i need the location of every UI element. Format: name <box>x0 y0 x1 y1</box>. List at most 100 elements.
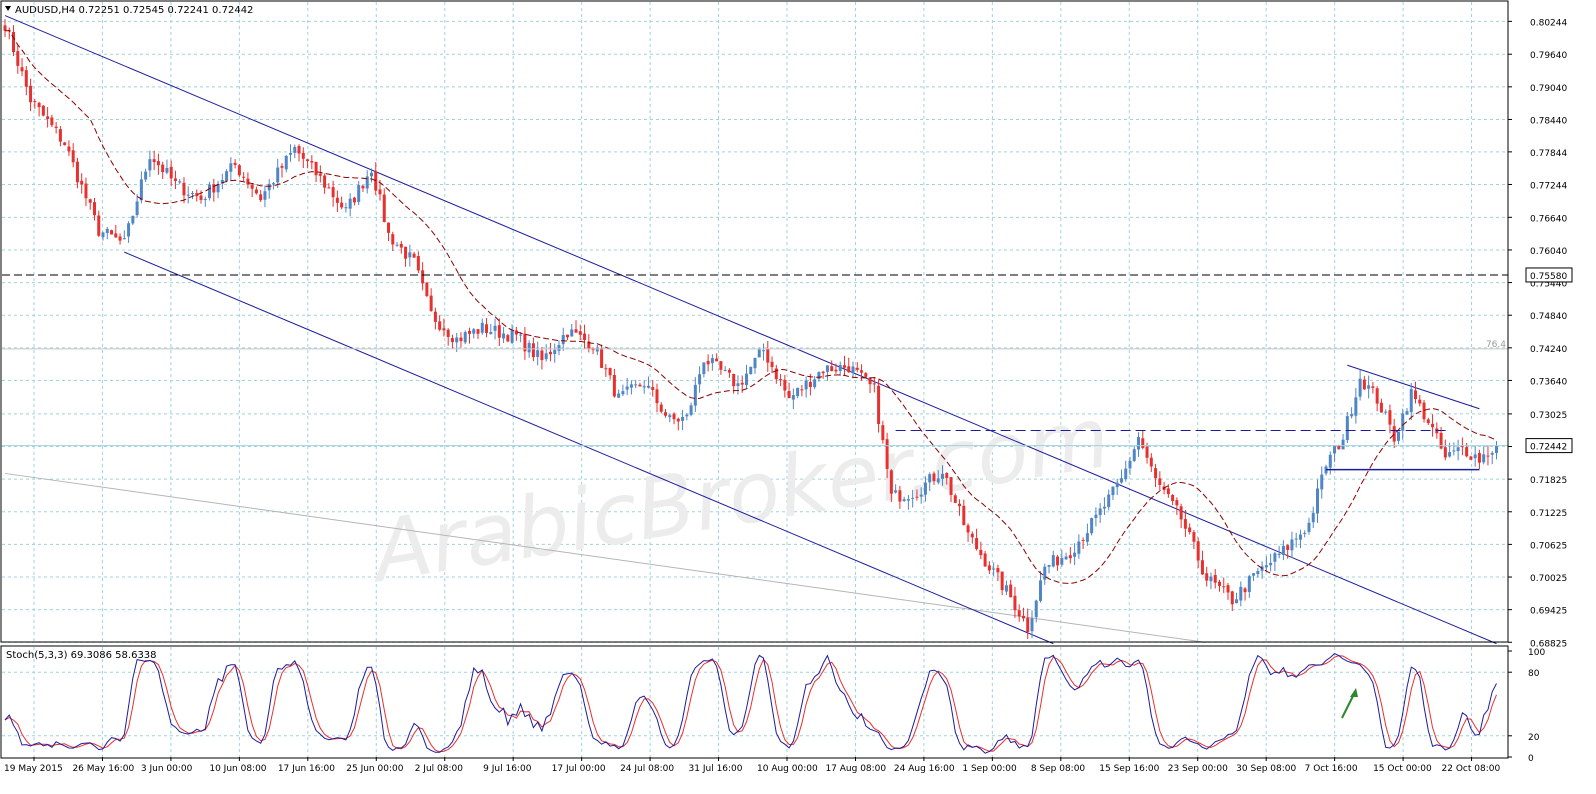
y-tick-label: 0.68825 <box>1530 639 1567 649</box>
y-tick-label: 0.80244 <box>1530 18 1567 28</box>
candle-body <box>894 490 898 493</box>
candle <box>583 324 587 350</box>
candle-body <box>459 337 463 342</box>
candle-body <box>1307 522 1311 532</box>
candle <box>736 375 740 395</box>
candle-body <box>1158 478 1162 485</box>
candle-body <box>361 185 365 189</box>
time-axis[interactable]: 19 May 2015 26 May 16:00 3 Jun 00:00 10 Jun… <box>4 757 1500 774</box>
candle-body <box>12 31 16 53</box>
x-tick-label: 26 May 16:00 <box>72 764 134 774</box>
candle <box>1469 455 1473 460</box>
candle <box>480 318 484 335</box>
candle <box>800 384 804 397</box>
candle <box>378 179 382 201</box>
candle <box>894 484 898 494</box>
x-tick-label: 8 Sep 08:00 <box>1031 764 1086 774</box>
candle-body <box>1141 438 1145 448</box>
candle <box>1115 478 1119 495</box>
candle-body <box>587 341 591 349</box>
trend-lines[interactable] <box>4 15 1497 645</box>
y-tick-label: 0.73640 <box>1530 377 1567 387</box>
horizontal-lines[interactable] <box>2 274 1508 471</box>
candle <box>881 420 885 444</box>
candle <box>208 181 212 201</box>
candle-body <box>442 328 446 331</box>
candle <box>868 377 872 394</box>
candle-body <box>1060 557 1064 565</box>
candle <box>250 183 254 198</box>
candle <box>1196 537 1200 569</box>
candle-body <box>1456 447 1460 452</box>
candle <box>574 320 578 333</box>
candle-body <box>310 161 314 163</box>
candle-body <box>425 282 429 296</box>
candle-body <box>553 349 557 354</box>
candle-body <box>1039 580 1043 601</box>
candle <box>791 388 795 410</box>
candle-body <box>1320 474 1324 490</box>
candle-body <box>1303 532 1307 534</box>
candle <box>1004 580 1008 596</box>
candle-body <box>208 184 212 199</box>
candle <box>578 324 582 341</box>
candle <box>770 356 774 374</box>
candle <box>1107 489 1111 511</box>
candle-body <box>1094 514 1098 518</box>
candle-body <box>919 494 923 497</box>
price-tag-box <box>1525 438 1573 454</box>
candle <box>1056 554 1060 571</box>
candle-body <box>1183 519 1187 529</box>
candle <box>1367 375 1371 399</box>
price-tags: 0.75580 0.72442 <box>1525 267 1573 454</box>
candle <box>1239 581 1243 607</box>
candle-body <box>578 331 582 335</box>
x-tick-label: 7 Oct 16:00 <box>1305 764 1358 774</box>
candle-body <box>783 379 787 391</box>
stoch-label: Stoch(5,3,3) 69.3086 58.6338 <box>6 650 157 661</box>
candle <box>1388 404 1392 434</box>
candle-body <box>318 173 322 176</box>
candle <box>1158 471 1162 490</box>
candle <box>3 19 7 37</box>
candle-body <box>127 223 131 237</box>
candle-body <box>1252 573 1256 576</box>
candle-body <box>186 194 190 196</box>
candle-body <box>1051 555 1055 567</box>
candle <box>595 344 599 356</box>
candle-body <box>1341 439 1345 450</box>
x-tick-label: 24 Jul 08:00 <box>620 764 674 774</box>
candle-body <box>804 380 808 390</box>
candle-body <box>340 202 344 208</box>
candle <box>1379 398 1383 413</box>
candle-body <box>382 194 386 222</box>
candle <box>1256 567 1260 578</box>
candle <box>1017 604 1021 622</box>
y-tick-label: 0.73025 <box>1530 411 1567 421</box>
candle-body <box>646 385 650 388</box>
candle <box>889 469 893 503</box>
candle-body <box>1230 591 1234 605</box>
candle-body <box>566 334 569 338</box>
candle <box>335 190 339 213</box>
candle <box>476 329 480 340</box>
candle-body <box>600 348 604 368</box>
up-arrow-icon <box>1341 688 1358 719</box>
candle-body <box>178 181 182 183</box>
triangle-down-icon[interactable] <box>5 6 11 11</box>
candle-body <box>749 366 753 375</box>
candle-body <box>1145 446 1149 458</box>
candle <box>178 178 182 185</box>
candle <box>872 376 876 393</box>
candle <box>1085 523 1089 546</box>
candle <box>536 341 540 366</box>
candle <box>975 528 979 551</box>
candle-body <box>399 243 403 248</box>
candle <box>310 155 314 170</box>
candle-body <box>979 549 983 556</box>
candle <box>1064 552 1068 560</box>
candle-body <box>1448 452 1452 457</box>
price-grid <box>2 2 1508 643</box>
candle-body <box>1209 576 1213 582</box>
